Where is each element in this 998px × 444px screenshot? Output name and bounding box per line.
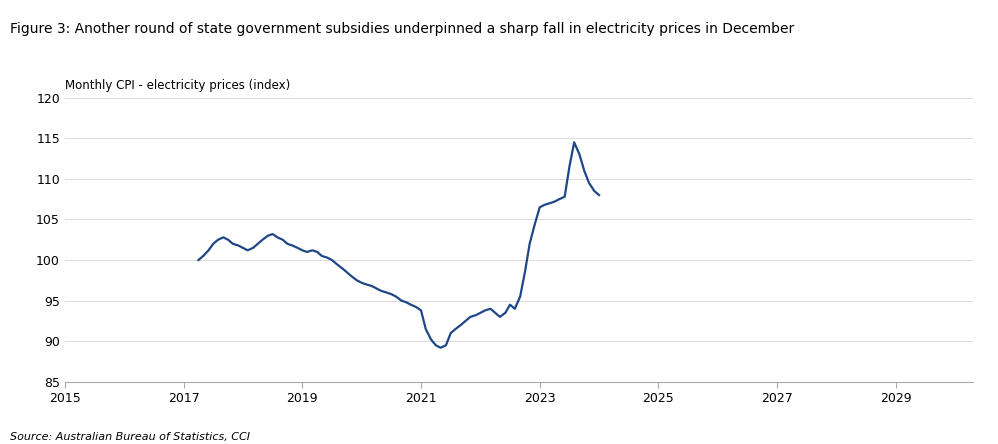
Text: Figure 3: Another round of state government subsidies underpinned a sharp fall i: Figure 3: Another round of state governm… (10, 22, 794, 36)
Text: Source: Australian Bureau of Statistics, CCI: Source: Australian Bureau of Statistics,… (10, 432, 249, 442)
Text: Monthly CPI - electricity prices (index): Monthly CPI - electricity prices (index) (65, 79, 290, 92)
